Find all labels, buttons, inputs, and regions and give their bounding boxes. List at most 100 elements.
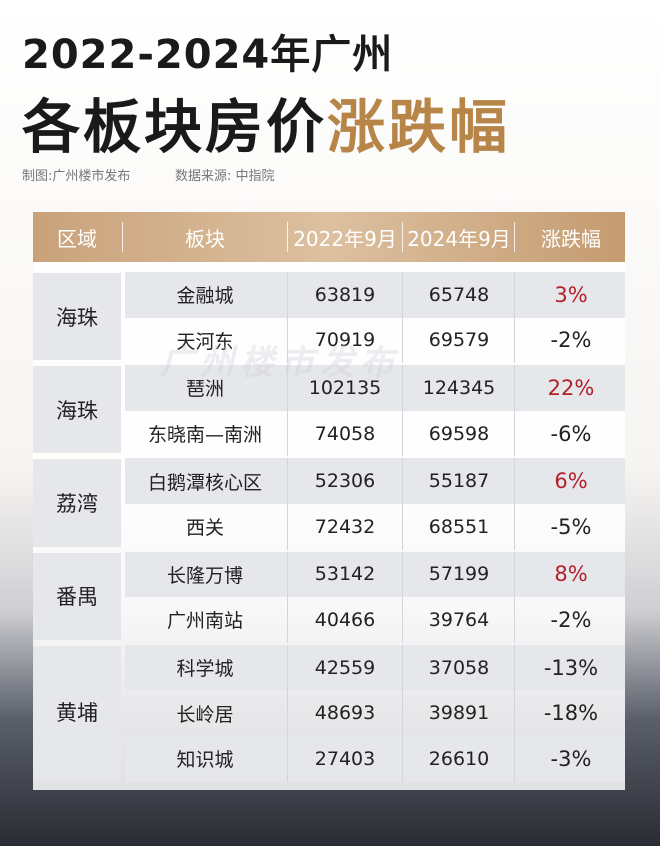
column-header: 涨跌幅 xyxy=(541,226,601,251)
divider xyxy=(514,365,515,411)
divider xyxy=(514,551,515,598)
price-2022: 63819 xyxy=(314,283,376,306)
divider xyxy=(287,222,288,252)
change: -2% xyxy=(550,607,592,632)
divider xyxy=(514,736,515,782)
title: 2022-2024年广州 xyxy=(22,32,394,78)
block: 长岭居 xyxy=(176,703,234,726)
region-cell: 荔湾 xyxy=(33,459,121,547)
table: 区域 板块 2022年9月 2024年9月 涨跌幅海珠 金融城 63819 65748 3% 天河… xyxy=(33,212,625,790)
divider xyxy=(402,317,403,364)
price-2022: 42559 xyxy=(314,656,376,679)
block: 白鹅潭核心区 xyxy=(147,471,262,494)
divider xyxy=(287,458,288,504)
change: -5% xyxy=(550,514,592,539)
divider xyxy=(514,317,515,364)
divider xyxy=(287,597,288,643)
change: -6% xyxy=(550,421,592,446)
block: 天河东 xyxy=(176,330,234,353)
price-2024: 69598 xyxy=(428,422,490,445)
price-2022: 72432 xyxy=(314,515,376,538)
block: 知识城 xyxy=(176,749,234,772)
divider xyxy=(514,690,515,736)
divider xyxy=(287,690,288,736)
header-bg xyxy=(33,212,625,262)
change: 22% xyxy=(547,375,595,400)
change: -18% xyxy=(543,701,599,726)
price-2022: 48693 xyxy=(314,702,376,725)
divider xyxy=(514,504,515,550)
divider xyxy=(514,272,515,318)
row-bg xyxy=(125,644,625,691)
divider xyxy=(287,317,288,364)
title-highlight: 涨跌幅 xyxy=(327,93,511,161)
change: 3% xyxy=(554,282,588,307)
price-2022: 53142 xyxy=(314,563,376,586)
column-header: 区域 xyxy=(57,226,97,251)
divider xyxy=(514,458,515,504)
column-header: 2022年9月 xyxy=(293,226,397,251)
watermark: 广州楼市发布 xyxy=(160,343,400,383)
credit: 制图:广州楼市发布 xyxy=(22,169,131,184)
row-bg xyxy=(125,272,625,318)
divider xyxy=(514,410,515,457)
price-2024: 69579 xyxy=(428,329,490,352)
row-bg xyxy=(125,736,625,782)
price-2024: 68551 xyxy=(428,515,490,538)
column-header: 2024年9月 xyxy=(407,226,511,251)
block: 广州南站 xyxy=(166,610,243,633)
price-2022: 40466 xyxy=(314,608,376,631)
divider xyxy=(514,222,515,252)
change: -13% xyxy=(543,655,599,680)
price-2022: 27403 xyxy=(314,747,376,770)
region-cell: 番禺 xyxy=(33,552,121,640)
divider xyxy=(287,504,288,550)
region-cell: 海珠 xyxy=(33,366,121,454)
block: 长隆万博 xyxy=(166,564,243,587)
price-2024: 57199 xyxy=(428,563,490,586)
region-cell: 海珠 xyxy=(33,273,121,361)
divider xyxy=(402,272,403,318)
divider xyxy=(402,458,403,504)
divider xyxy=(122,222,123,252)
column-header: 板块 xyxy=(185,226,225,251)
divider xyxy=(514,597,515,643)
divider xyxy=(402,504,403,550)
row-bg xyxy=(125,551,625,598)
divider xyxy=(402,597,403,643)
price-2024: 124345 xyxy=(422,376,496,399)
row-bg xyxy=(125,365,625,411)
title: 各板块房价涨跌幅 xyxy=(22,80,510,164)
price-2022: 52306 xyxy=(314,470,376,493)
block: 东晓南—南洲 xyxy=(147,424,262,447)
block: 科学城 xyxy=(176,658,234,681)
divider xyxy=(402,222,403,252)
change: -3% xyxy=(550,746,592,771)
title-main: 各板块房价 xyxy=(22,93,328,161)
divider xyxy=(287,272,288,318)
block: 金融城 xyxy=(176,285,234,308)
divider xyxy=(402,365,403,411)
divider xyxy=(287,736,288,782)
block: 琶洲 xyxy=(185,378,224,401)
divider xyxy=(402,644,403,691)
row-bg xyxy=(125,458,625,504)
price-2022: 70919 xyxy=(314,329,376,352)
divider xyxy=(287,551,288,598)
price-2024: 65748 xyxy=(428,283,490,306)
change: -2% xyxy=(550,328,592,353)
price-2022: 74058 xyxy=(314,422,376,445)
price-2024: 37058 xyxy=(428,656,490,679)
divider xyxy=(287,644,288,691)
divider xyxy=(287,410,288,457)
divider xyxy=(402,736,403,782)
price-2024: 39764 xyxy=(428,608,490,631)
price-2022: 102135 xyxy=(308,376,382,399)
divider xyxy=(514,644,515,691)
price-2024: 39891 xyxy=(428,702,490,725)
price-2024: 26610 xyxy=(428,747,490,770)
source: 数据来源: 中指院 xyxy=(175,169,275,184)
divider xyxy=(402,410,403,457)
region-cell: 黄埔 xyxy=(33,645,121,779)
